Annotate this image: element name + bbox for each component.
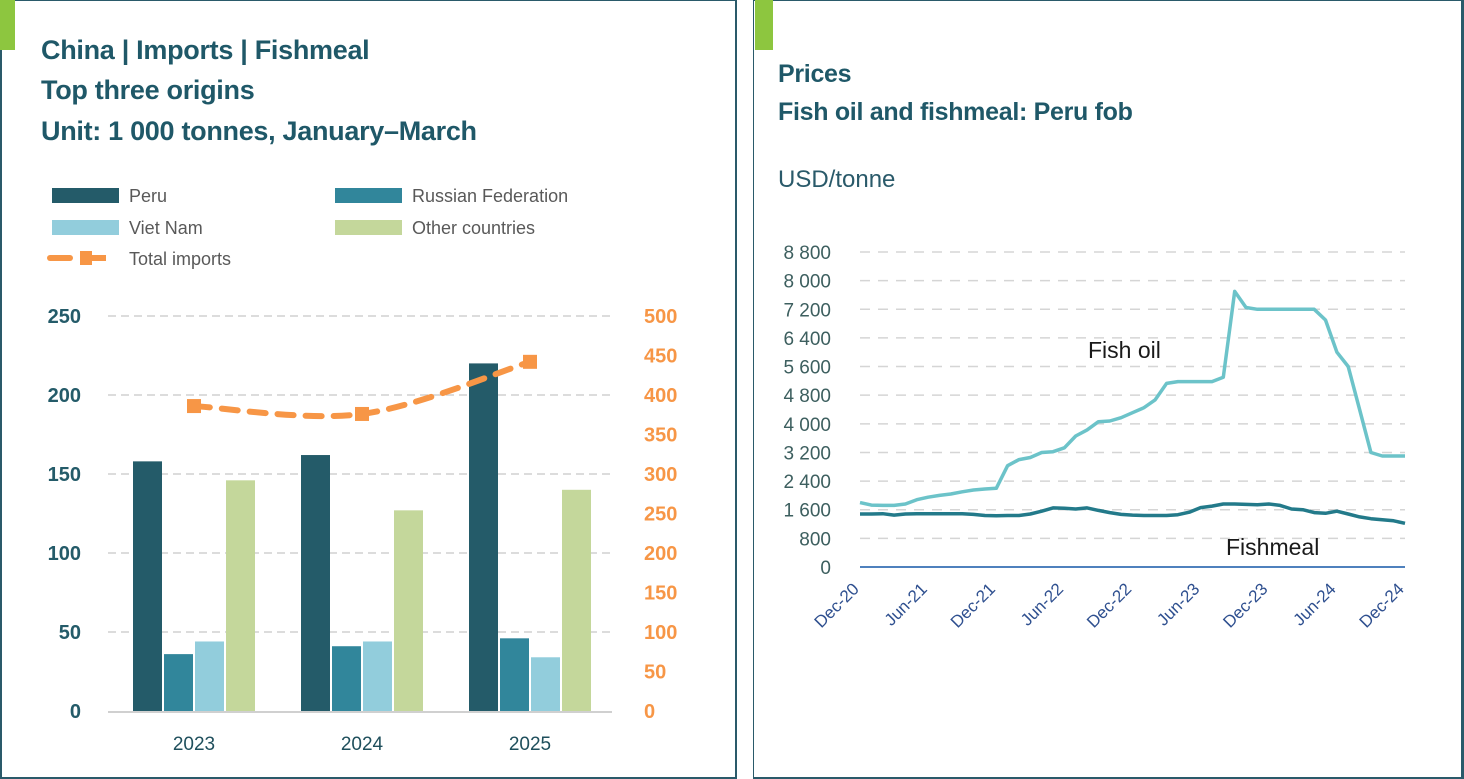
y-right-tick-label: 100 — [644, 622, 677, 644]
y-tick-label: 4 800 — [783, 386, 831, 407]
bar-peru-2025 — [469, 363, 498, 711]
total-imports-marker-2024 — [355, 406, 369, 421]
legend-label: Peru — [129, 186, 167, 206]
y-right-tick-label: 0 — [644, 701, 655, 723]
y-tick-label: 2 400 — [783, 472, 831, 493]
bar-other-countries-2024 — [394, 510, 423, 711]
legend-swatch-viet-nam — [52, 220, 119, 235]
prices-chart-panel — [753, 0, 1464, 779]
y-right-tick-label: 500 — [644, 306, 677, 328]
total-imports-marker-2023 — [187, 399, 201, 414]
y-right-tick-label: 350 — [644, 425, 677, 447]
right-chart-unit-label: USD/tonne — [778, 166, 896, 193]
bar-viet-nam-2025 — [531, 657, 560, 711]
y-tick-label: 800 — [799, 529, 831, 550]
x-tick-label: Dec-21 — [947, 579, 999, 631]
accent-bar-left — [0, 0, 15, 50]
bar-other-countries-2023 — [226, 480, 255, 711]
bar-russian-federation-2024 — [332, 646, 361, 711]
accent-bar-right — [755, 0, 773, 50]
x-tick-label: Dec-23 — [1219, 579, 1271, 631]
fishmeal-label: Fishmeal — [1226, 534, 1319, 560]
fish-oil-label: Fish oil — [1088, 337, 1161, 363]
y-left-tick-label: 200 — [48, 385, 81, 407]
right-chart-subtitle: Fish oil and fishmeal: Peru fob — [778, 98, 1133, 126]
y-tick-label: 8 800 — [783, 243, 831, 264]
left-chart-title: China | Imports | Fishmeal — [41, 35, 370, 65]
bar-viet-nam-2023 — [195, 641, 224, 711]
x-tick-label: Jun-21 — [881, 579, 931, 629]
y-tick-label: 5 600 — [783, 358, 831, 379]
y-right-tick-label: 250 — [644, 504, 677, 526]
total-imports-marker-2025 — [523, 354, 537, 369]
y-tick-label: 8 000 — [783, 272, 831, 293]
x-tick-label: Dec-20 — [811, 579, 863, 631]
x-tick-label: Jun-22 — [1017, 579, 1067, 629]
bar-peru-2023 — [133, 461, 162, 711]
y-left-tick-label: 150 — [48, 464, 81, 486]
y-right-tick-label: 300 — [644, 464, 677, 486]
legend-swatch-russian-federation — [335, 188, 402, 203]
y-right-tick-label: 200 — [644, 543, 677, 565]
left-chart-subtitle: Top three origins — [41, 75, 255, 105]
y-right-tick-label: 50 — [644, 662, 666, 684]
x-tick-label: 2023 — [173, 734, 215, 755]
y-left-tick-label: 100 — [48, 543, 81, 565]
y-right-tick-label: 400 — [644, 385, 677, 407]
legend-swatch-other-countries — [335, 220, 402, 235]
bar-russian-federation-2025 — [500, 638, 529, 711]
legend-label: Total imports — [129, 249, 231, 269]
imports-bar-chart: Peru Russian Federation Viet Nam Other coun… — [47, 186, 677, 755]
x-tick-label: Dec-24 — [1356, 579, 1408, 631]
series-line-fishmeal — [860, 502, 1406, 526]
legend-marker-total-imports — [80, 251, 92, 265]
legend-label: Other countries — [412, 218, 535, 238]
y-tick-label: 3 200 — [783, 443, 831, 464]
y-tick-label: 7 200 — [783, 300, 831, 321]
x-tick-label: Jun-24 — [1290, 579, 1340, 629]
series-line-fish-oil — [859, 289, 1405, 508]
x-tick-label: Jun-23 — [1153, 579, 1203, 629]
y-left-tick-label: 0 — [70, 701, 81, 723]
y-right-tick-label: 150 — [644, 583, 677, 605]
y-left-tick-label: 50 — [59, 622, 81, 644]
legend-swatch-peru — [52, 188, 119, 203]
right-chart-title: Prices — [778, 60, 852, 88]
legend-label: Viet Nam — [129, 218, 203, 238]
y-tick-label: 4 000 — [783, 415, 831, 436]
bar-viet-nam-2024 — [363, 641, 392, 711]
left-chart-unit: Unit: 1 000 tonnes, January–March — [41, 116, 477, 146]
y-tick-label: 1 600 — [783, 501, 831, 522]
y-left-tick-label: 250 — [48, 306, 81, 328]
x-tick-label: 2024 — [341, 734, 384, 755]
bar-russian-federation-2023 — [164, 654, 193, 711]
prices-line-chart: 0 800 1 600 2 400 3 200 4 000 4 800 5 600 6 400 7… — [783, 243, 1408, 632]
x-tick-label: 2025 — [509, 734, 551, 755]
bar-peru-2024 — [301, 455, 330, 711]
y-tick-label: 6 400 — [783, 329, 831, 350]
bar-other-countries-2025 — [562, 489, 591, 711]
x-tick-label: Dec-22 — [1083, 579, 1135, 631]
y-tick-label: 0 — [820, 558, 831, 579]
legend-label: Russian Federation — [412, 186, 568, 206]
y-right-tick-label: 450 — [644, 346, 677, 368]
